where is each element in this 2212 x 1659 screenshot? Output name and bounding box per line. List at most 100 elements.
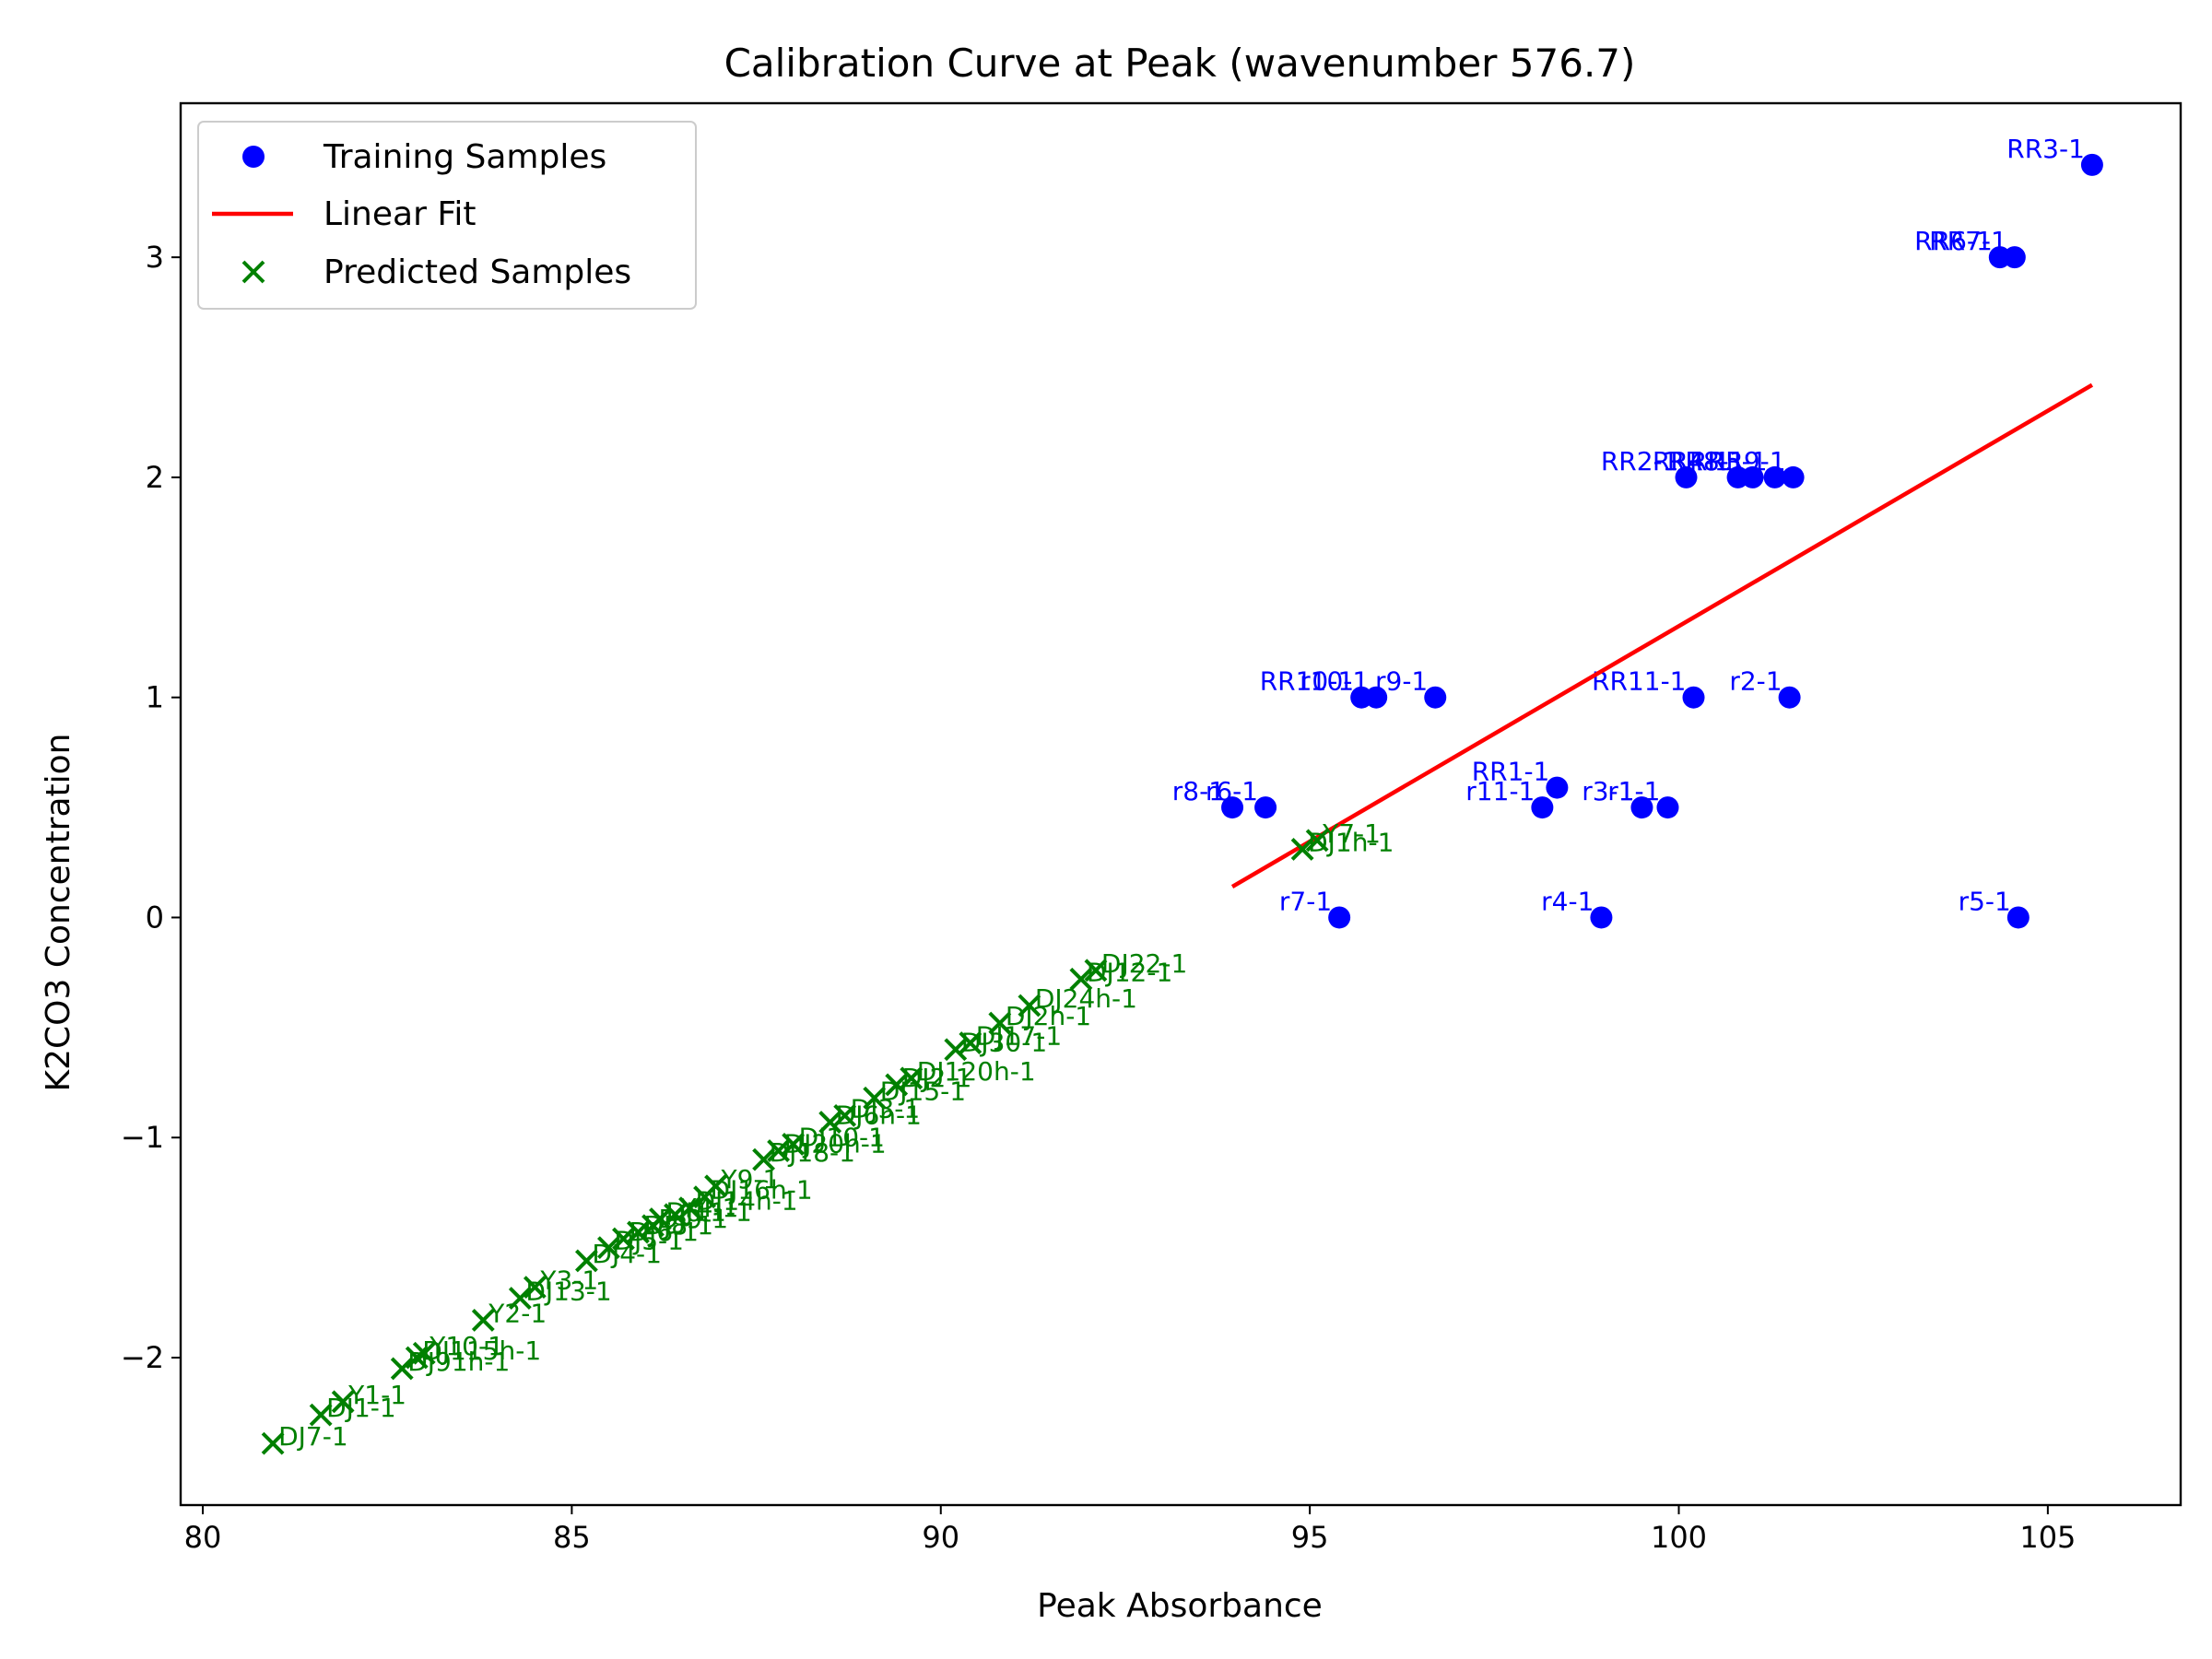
predicted-sample-point: [1305, 829, 1329, 853]
training-sample-point: [1328, 906, 1351, 929]
predicted-sample-label: DJ15-1: [880, 1076, 966, 1106]
x-axis-label: Peak Absorbance: [1037, 1587, 1323, 1625]
predicted-sample-point: [412, 1341, 436, 1365]
training-sample-point: [2006, 906, 2030, 929]
predicted-x-stroke: [331, 1390, 355, 1414]
predicted-sample-label: DJ7-1: [278, 1421, 348, 1452]
predicted-sample-point: [833, 1103, 857, 1127]
predicted-x-stroke: [900, 1066, 924, 1090]
predicted-sample-label: DJ13-1: [525, 1277, 611, 1307]
predicted-sample-point: [752, 1147, 775, 1171]
predicted-sample-point: [900, 1066, 924, 1090]
training-sample-label: r10-1: [1300, 666, 1369, 697]
predicted-x-stroke: [612, 1227, 635, 1251]
legend-label: Training Samples: [323, 138, 606, 176]
legend-marker-x: [241, 260, 265, 284]
predicted-sample-label: Y4-1: [679, 1193, 738, 1223]
predicted-sample-label: Y7-1: [1322, 818, 1381, 849]
predicted-sample-label: DJ12-1: [1087, 957, 1172, 987]
predicted-sample-label: DJ22-1: [1101, 948, 1187, 979]
predicted-x-stroke: [1290, 838, 1314, 861]
training-sample-point: [1682, 686, 1705, 709]
predicted-x-stroke: [471, 1309, 495, 1332]
training-sample-label: RR1-1: [1472, 757, 1550, 787]
training-sample-label: r9-1: [1375, 666, 1428, 697]
training-sample-point: [1546, 776, 1569, 799]
predicted-sample-point: [664, 1203, 687, 1227]
predicted-sample-label: DJ18-1: [770, 1137, 855, 1168]
predicted-sample-label: Y10-1: [429, 1331, 504, 1361]
predicted-sample-label: DJ6h-1: [836, 1100, 922, 1131]
predicted-sample-point: [959, 1031, 982, 1054]
predicted-sample-point: [863, 1086, 887, 1110]
predicted-sample-point: [390, 1357, 414, 1381]
predicted-sample-point: [944, 1038, 968, 1062]
training-sample-label: r4-1: [1541, 886, 1594, 916]
x-tick-label: 85: [553, 1520, 591, 1555]
predicted-x-stroke: [597, 1236, 620, 1260]
predicted-sample-label: DJ30-1: [961, 1028, 1047, 1058]
legend-marker-circle: [242, 146, 265, 168]
predicted-x-stroke: [649, 1207, 672, 1231]
predicted-x-stroke: [1305, 829, 1329, 853]
predicted-x-stroke: [523, 1276, 547, 1300]
predicted-sample-point: [885, 1073, 909, 1097]
predicted-x-stroke: [767, 1139, 791, 1162]
predicted-sample-label: Y9-1: [721, 1164, 780, 1194]
predicted-x-stroke: [752, 1147, 775, 1171]
predicted-sample-label: DJ6-1: [629, 1217, 699, 1247]
training-sample-label: r11-1: [1465, 776, 1535, 806]
predicted-sample-label: DJ4-1: [592, 1239, 662, 1269]
predicted-sample-point: [767, 1139, 791, 1162]
training-sample-point: [1656, 796, 1679, 819]
plot-frame: [179, 101, 2183, 1507]
predicted-sample-point: [612, 1227, 635, 1251]
training-sample-label: RR11-1: [1592, 666, 1686, 697]
predicted-sample-point: [331, 1390, 355, 1414]
predicted-sample-point: [1290, 838, 1314, 861]
predicted-x-stroke: [627, 1220, 650, 1244]
predicted-sample-label: DJ9-1: [658, 1204, 728, 1234]
predicted-sample-point: [523, 1276, 547, 1300]
training-sample-point: [1675, 465, 1698, 488]
training-sample-point: [1365, 686, 1388, 709]
predicted-x-stroke: [261, 1431, 285, 1455]
predicted-sample-point: [508, 1287, 532, 1310]
linear-fit-line: [1230, 382, 2094, 888]
training-sample-point: [2080, 153, 2103, 176]
x-tick-label: 105: [2019, 1520, 2076, 1555]
predicted-x-stroke: [678, 1196, 701, 1220]
predicted-sample-label: DJ2h-1: [1006, 1001, 1091, 1031]
legend-label: Linear Fit: [324, 195, 477, 233]
predicted-x-stroke: [885, 1073, 909, 1097]
training-sample-label: r2-1: [1729, 666, 1782, 697]
y-tick-label: −1: [121, 1120, 164, 1155]
predicted-x-stroke: [390, 1357, 414, 1381]
predicted-sample-label: DJ16h-1: [711, 1175, 813, 1206]
axis-ticks: 80 85 90 95 100 105 −2 −1 0 1 2 3: [121, 240, 2077, 1555]
predicted-sample-label: DJ2-1: [902, 1063, 972, 1093]
predicted-sample-point: [309, 1403, 333, 1427]
predicted-sample-label: Y2-1: [488, 1298, 547, 1328]
legend-box: [197, 121, 697, 310]
training-sample-label: RR3-1: [2006, 134, 2085, 164]
predicted-sample-point: [261, 1431, 285, 1455]
predicted-sample-label: DJ17-1: [976, 1021, 1062, 1052]
predicted-sample-label: Y1-1: [347, 1380, 406, 1410]
chart-title: Calibration Curve at Peak (wavenumber 57…: [724, 41, 1636, 86]
training-sample-point: [2003, 246, 2026, 269]
y-tick-label: −2: [121, 1340, 164, 1375]
training-sample-label: RR7-1: [1929, 226, 2007, 256]
training-sample-point: [1630, 796, 1653, 819]
predicted-sample-label: Y3-1: [539, 1265, 598, 1296]
predicted-sample-point: [988, 1011, 1012, 1035]
predicted-sample-label: DJ24h-1: [1035, 983, 1137, 1014]
predicted-sample-point: [597, 1236, 620, 1260]
predicted-sample-point: [649, 1207, 672, 1231]
training-sample-label: r7-1: [1279, 886, 1332, 916]
legend-label: Predicted Samples: [324, 253, 631, 291]
predicted-sample-label: DJ3-1: [851, 1093, 921, 1124]
predicted-sample-label: DJ1-1: [326, 1393, 396, 1423]
predicted-sample-point: [678, 1196, 701, 1220]
